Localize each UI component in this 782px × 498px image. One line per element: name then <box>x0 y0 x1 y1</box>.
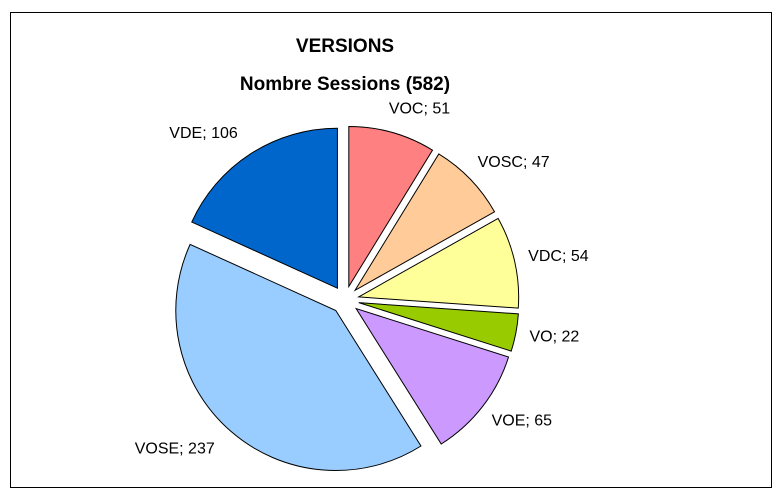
pie-slice <box>175 243 422 471</box>
data-label: VOSC; 47 <box>478 154 550 171</box>
data-label: VOE; 65 <box>492 412 553 429</box>
data-label: VDC; 54 <box>528 248 589 265</box>
pie-slice <box>358 302 519 352</box>
pie-slice <box>354 307 510 445</box>
data-label: VDE; 106 <box>169 125 238 142</box>
chart-title: VERSIONS <box>296 36 394 57</box>
chart-subtitle: Nombre Sessions (582) <box>240 74 450 95</box>
pie-slice <box>353 153 496 292</box>
pie-slice <box>191 127 338 290</box>
pie-slice <box>356 217 520 309</box>
data-label: VO; 22 <box>529 328 579 345</box>
pie-slice <box>348 126 434 289</box>
data-label: VOSE; 237 <box>135 440 215 457</box>
data-label: VOC; 51 <box>389 101 450 118</box>
